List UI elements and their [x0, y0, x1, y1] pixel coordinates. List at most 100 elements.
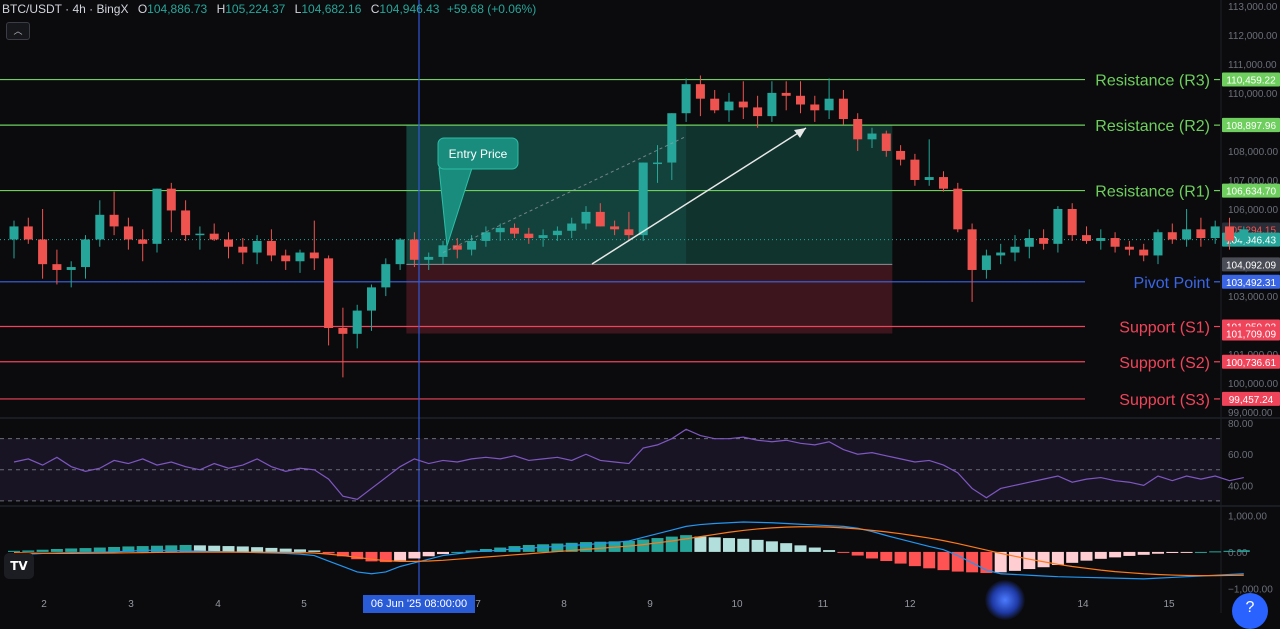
candle-body — [881, 133, 891, 151]
macd-histogram-bar — [551, 543, 564, 552]
macd-histogram-bar — [808, 547, 821, 552]
candle-body — [581, 211, 591, 224]
candle-body — [324, 258, 334, 329]
position-loss-zone — [406, 264, 893, 334]
macd-scale-tick: 0.00 — [1228, 548, 1248, 559]
macd-histogram-bar — [737, 538, 750, 552]
candle-body — [924, 177, 934, 180]
candle-body — [781, 92, 791, 96]
candle-body — [66, 267, 76, 270]
candle-body — [1110, 238, 1120, 247]
candle-body — [81, 239, 90, 268]
candle-body — [9, 226, 19, 240]
macd-histogram-bar — [966, 551, 979, 573]
candle-body — [552, 230, 562, 236]
entry-price-callout — [437, 137, 519, 170]
rsi-scale-tick: 80.00 — [1228, 419, 1253, 430]
candle-body — [452, 245, 462, 250]
macd-histogram-bar — [951, 551, 964, 572]
macd-histogram-bar — [8, 550, 20, 552]
price-scale-tick: 111,000.00 — [1228, 60, 1277, 71]
time-axis-tick: 2 — [41, 599, 47, 610]
macd-histogram-bar — [79, 548, 92, 552]
candle-body — [238, 246, 248, 253]
candle-body — [195, 233, 205, 236]
macd-histogram-bar — [866, 551, 878, 559]
time-axis-tick: 10 — [731, 599, 743, 610]
candle-body — [1139, 249, 1149, 256]
candle-body — [896, 150, 906, 160]
candle-body — [1024, 238, 1034, 247]
candle-body — [624, 229, 634, 236]
price-scale-tick: 106,000.00 — [1228, 205, 1278, 216]
macd-histogram-bar — [1109, 551, 1122, 558]
help-button[interactable]: ? — [1232, 593, 1268, 629]
level-price-tag — [1222, 274, 1280, 289]
level-price-text: 103,492.31 — [1226, 278, 1276, 289]
macd-histogram-bar — [923, 551, 936, 569]
price-tag — [1222, 232, 1280, 247]
macd-scale-tick: 1,000.00 — [1228, 511, 1267, 522]
candle-body — [824, 98, 834, 111]
macd-histogram-bar — [408, 551, 421, 559]
ai-orb-icon[interactable] — [985, 580, 1025, 620]
price-scale-tick: 99,000.00 — [1228, 408, 1273, 419]
price-tag-text: 101,709.09 — [1226, 330, 1276, 341]
candle-body — [352, 310, 362, 334]
candle-body — [1124, 246, 1134, 250]
macd-histogram-bar — [851, 551, 864, 556]
level-price-tag — [1222, 391, 1280, 406]
price-scale-tick: 110,000.00 — [1228, 89, 1278, 100]
candle-body — [95, 214, 105, 240]
candle-body — [667, 113, 677, 163]
candle-body — [753, 107, 763, 117]
candle-body — [695, 84, 705, 99]
macd-histogram-bar — [1194, 551, 1207, 553]
macd-histogram-bar — [1123, 551, 1136, 556]
macd-histogram-bar — [837, 551, 850, 553]
projection-line — [442, 135, 687, 253]
macd-histogram-bar — [122, 546, 135, 552]
price-chart[interactable]: 113,000.00112,000.00111,000.00110,000.00… — [0, 0, 1280, 613]
trend-arrow-head — [794, 128, 806, 138]
candle-body — [653, 162, 662, 165]
price-tag-text: 104,946.43 — [1226, 236, 1276, 247]
macd-histogram-bar — [751, 539, 764, 552]
macd-histogram-bar — [1094, 551, 1107, 559]
candle-body — [638, 162, 648, 236]
candle-body — [510, 227, 519, 234]
price-scale-tick: 107,000.00 — [1228, 176, 1278, 187]
level-price-tag — [1222, 354, 1280, 369]
price-tag-text: 105,294.15 — [1226, 225, 1276, 236]
macd-scale-tick: −1,000.00 — [1228, 584, 1273, 595]
tradingview-logo[interactable]: TV — [4, 553, 34, 579]
level-label: Pivot Point — [1134, 275, 1211, 292]
macd-histogram-bar — [322, 551, 335, 554]
candle-body — [38, 239, 48, 265]
macd-histogram-bar — [279, 548, 292, 552]
macd-histogram-bar — [22, 550, 35, 552]
low-label: L — [294, 2, 302, 16]
macd-histogram-bar — [708, 537, 721, 552]
candle-body — [138, 239, 148, 244]
time-axis-tick: 7 — [475, 599, 481, 610]
price-tag — [1222, 326, 1280, 341]
entry-price-label: Entry Price — [449, 147, 508, 161]
candle-body — [1196, 229, 1206, 239]
rsi-scale-tick: 60.00 — [1228, 450, 1253, 461]
macd-histogram-bar — [136, 546, 149, 552]
candle-body — [796, 95, 805, 105]
collapse-legend-button[interactable]: ︿ — [6, 22, 30, 40]
candle-body — [681, 84, 691, 114]
candle-body — [52, 264, 62, 270]
macd-histogram-bar — [193, 545, 206, 552]
level-price-text: 110,459.22 — [1226, 76, 1276, 87]
candle-body — [409, 239, 419, 260]
candle-body — [867, 133, 877, 140]
macd-histogram-bar — [594, 541, 607, 552]
level-price-text: 99,457.24 — [1229, 395, 1274, 406]
level-price-text: 100,736.61 — [1226, 358, 1276, 369]
macd-histogram-bar — [651, 538, 664, 552]
trend-arrow — [591, 127, 807, 265]
macd-histogram-bar — [65, 548, 78, 552]
